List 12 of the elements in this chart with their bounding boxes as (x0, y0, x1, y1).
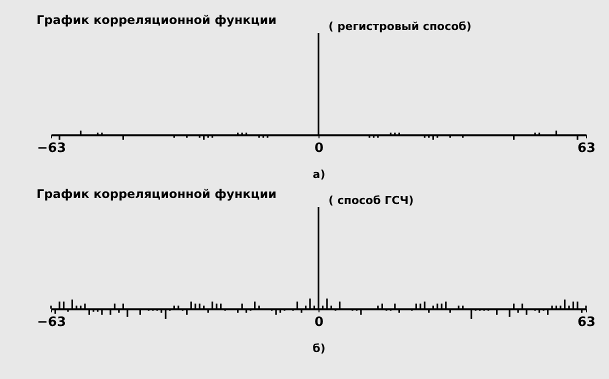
chart-title: График корреляционной функции (36, 187, 277, 201)
x-tick-label: −63 (37, 315, 66, 330)
x-tick-label: 0 (314, 315, 324, 330)
text: б) (312, 342, 326, 356)
x-tick-label: 0 (314, 141, 324, 156)
chart-subtitle: ( способ ГСЧ) (328, 194, 414, 207)
x-tick-label: −63 (37, 141, 66, 156)
x-tick-label: 63 (577, 141, 596, 156)
chart-title: График корреляционной функции (36, 13, 277, 27)
chart-subtitle: ( регистровый способ) (328, 20, 472, 33)
x-tick-label: 63 (577, 315, 596, 330)
text: а) (312, 168, 326, 182)
